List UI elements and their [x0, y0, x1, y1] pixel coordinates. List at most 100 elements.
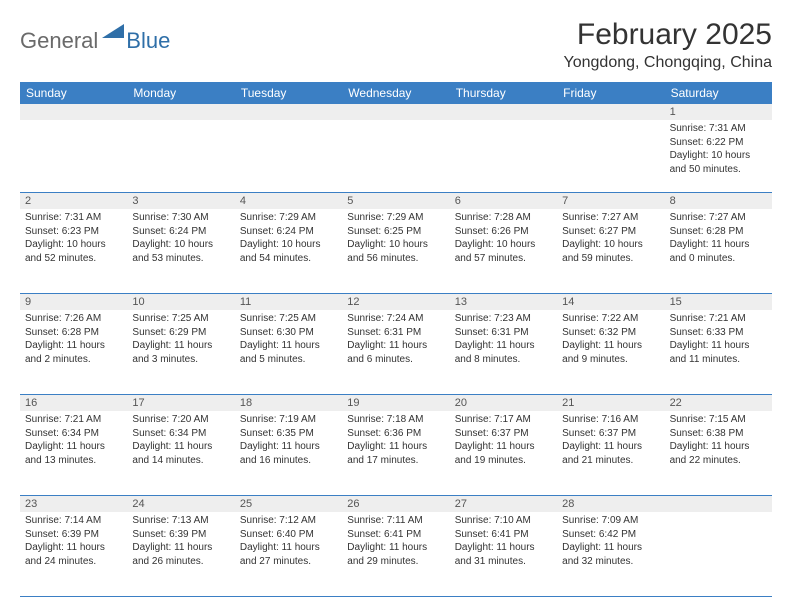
day-number: 26 — [342, 496, 449, 512]
day-number: 25 — [235, 496, 342, 512]
day-info-line: Sunset: 6:29 PM — [132, 326, 229, 340]
day-cell: Sunrise: 7:18 AMSunset: 6:36 PMDaylight:… — [342, 411, 449, 495]
day-info-line: Daylight: 11 hours — [455, 339, 552, 353]
day-info-line: Sunrise: 7:20 AM — [132, 413, 229, 427]
day-cell: Sunrise: 7:24 AMSunset: 6:31 PMDaylight:… — [342, 310, 449, 394]
day-info-line: Sunrise: 7:30 AM — [132, 211, 229, 225]
day-number: 28 — [557, 496, 664, 512]
day-number: 24 — [127, 496, 234, 512]
day-number — [665, 496, 772, 512]
day-number: 4 — [235, 193, 342, 209]
weekday-header: Monday — [127, 82, 234, 104]
day-info-line: Daylight: 10 hours — [240, 238, 337, 252]
day-info-line: Daylight: 11 hours — [562, 339, 659, 353]
day-info-line: and 0 minutes. — [670, 252, 767, 266]
day-info-line: Sunset: 6:42 PM — [562, 528, 659, 542]
day-info-line: Sunrise: 7:31 AM — [25, 211, 122, 225]
day-info-line: Sunrise: 7:17 AM — [455, 413, 552, 427]
day-info-line: Daylight: 11 hours — [347, 541, 444, 555]
day-info-line: Sunset: 6:24 PM — [132, 225, 229, 239]
day-info-line: and 8 minutes. — [455, 353, 552, 367]
day-number: 18 — [235, 395, 342, 411]
day-info-line: Sunset: 6:25 PM — [347, 225, 444, 239]
day-info-line: Sunrise: 7:16 AM — [562, 413, 659, 427]
day-info-line: Daylight: 11 hours — [240, 339, 337, 353]
day-info: Sunrise: 7:09 AMSunset: 6:42 PMDaylight:… — [562, 514, 659, 568]
day-info-line: Sunrise: 7:12 AM — [240, 514, 337, 528]
weekday-header: Wednesday — [342, 82, 449, 104]
day-number: 14 — [557, 294, 664, 310]
day-info: Sunrise: 7:17 AMSunset: 6:37 PMDaylight:… — [455, 413, 552, 467]
day-info: Sunrise: 7:28 AMSunset: 6:26 PMDaylight:… — [455, 211, 552, 265]
day-cell: Sunrise: 7:23 AMSunset: 6:31 PMDaylight:… — [450, 310, 557, 394]
day-info-line: Sunrise: 7:24 AM — [347, 312, 444, 326]
day-info: Sunrise: 7:19 AMSunset: 6:35 PMDaylight:… — [240, 413, 337, 467]
day-info-line: Daylight: 11 hours — [132, 440, 229, 454]
day-info-line: Sunset: 6:37 PM — [562, 427, 659, 441]
week-row: Sunrise: 7:14 AMSunset: 6:39 PMDaylight:… — [20, 512, 772, 597]
day-cell: Sunrise: 7:20 AMSunset: 6:34 PMDaylight:… — [127, 411, 234, 495]
title-block: February 2025 Yongdong, Chongqing, China — [564, 18, 772, 72]
day-number: 9 — [20, 294, 127, 310]
day-info-line: Daylight: 10 hours — [562, 238, 659, 252]
day-number — [450, 104, 557, 120]
day-number: 22 — [665, 395, 772, 411]
day-info-line: and 9 minutes. — [562, 353, 659, 367]
day-number: 21 — [557, 395, 664, 411]
day-info-line: and 59 minutes. — [562, 252, 659, 266]
day-info-line: Sunrise: 7:27 AM — [670, 211, 767, 225]
day-number: 1 — [665, 104, 772, 120]
day-info: Sunrise: 7:21 AMSunset: 6:34 PMDaylight:… — [25, 413, 122, 467]
day-info-line: and 27 minutes. — [240, 555, 337, 569]
day-info-line: and 57 minutes. — [455, 252, 552, 266]
weekday-header: Thursday — [450, 82, 557, 104]
day-number: 7 — [557, 193, 664, 209]
day-cell: Sunrise: 7:14 AMSunset: 6:39 PMDaylight:… — [20, 512, 127, 596]
day-cell: Sunrise: 7:31 AMSunset: 6:22 PMDaylight:… — [665, 120, 772, 192]
day-info-line: Sunset: 6:23 PM — [25, 225, 122, 239]
day-number: 23 — [20, 496, 127, 512]
day-number: 6 — [450, 193, 557, 209]
day-info-line: Sunrise: 7:31 AM — [670, 122, 767, 136]
day-cell: Sunrise: 7:17 AMSunset: 6:37 PMDaylight:… — [450, 411, 557, 495]
weekday-header: Saturday — [665, 82, 772, 104]
day-number: 8 — [665, 193, 772, 209]
day-info-line: Daylight: 11 hours — [240, 541, 337, 555]
day-info-line: Daylight: 11 hours — [562, 440, 659, 454]
day-number-row: 9101112131415 — [20, 294, 772, 310]
day-info-line: Sunset: 6:26 PM — [455, 225, 552, 239]
day-info-line: Sunrise: 7:23 AM — [455, 312, 552, 326]
day-info-line: Sunrise: 7:29 AM — [240, 211, 337, 225]
day-info-line: and 31 minutes. — [455, 555, 552, 569]
day-info-line: Sunset: 6:30 PM — [240, 326, 337, 340]
day-info: Sunrise: 7:27 AMSunset: 6:28 PMDaylight:… — [670, 211, 767, 265]
day-info-line: Sunset: 6:27 PM — [562, 225, 659, 239]
day-number: 3 — [127, 193, 234, 209]
day-number: 17 — [127, 395, 234, 411]
day-cell — [20, 120, 127, 192]
day-info-line: Sunrise: 7:09 AM — [562, 514, 659, 528]
day-info-line: Sunset: 6:34 PM — [132, 427, 229, 441]
day-cell: Sunrise: 7:19 AMSunset: 6:35 PMDaylight:… — [235, 411, 342, 495]
day-cell: Sunrise: 7:26 AMSunset: 6:28 PMDaylight:… — [20, 310, 127, 394]
day-cell: Sunrise: 7:11 AMSunset: 6:41 PMDaylight:… — [342, 512, 449, 596]
day-cell — [342, 120, 449, 192]
day-cell — [127, 120, 234, 192]
day-info-line: and 52 minutes. — [25, 252, 122, 266]
day-info-line: Daylight: 10 hours — [347, 238, 444, 252]
day-info-line: Daylight: 11 hours — [455, 440, 552, 454]
day-cell: Sunrise: 7:10 AMSunset: 6:41 PMDaylight:… — [450, 512, 557, 596]
day-info-line: Sunset: 6:41 PM — [347, 528, 444, 542]
day-number: 11 — [235, 294, 342, 310]
day-info-line: and 26 minutes. — [132, 555, 229, 569]
day-info: Sunrise: 7:12 AMSunset: 6:40 PMDaylight:… — [240, 514, 337, 568]
brand-logo: General Blue — [20, 18, 170, 57]
day-cell — [665, 512, 772, 596]
day-number — [127, 104, 234, 120]
day-info-line: Sunrise: 7:25 AM — [132, 312, 229, 326]
day-info-line: and 14 minutes. — [132, 454, 229, 468]
day-info-line: Daylight: 10 hours — [455, 238, 552, 252]
day-info-line: and 5 minutes. — [240, 353, 337, 367]
day-info-line: and 54 minutes. — [240, 252, 337, 266]
day-number: 10 — [127, 294, 234, 310]
